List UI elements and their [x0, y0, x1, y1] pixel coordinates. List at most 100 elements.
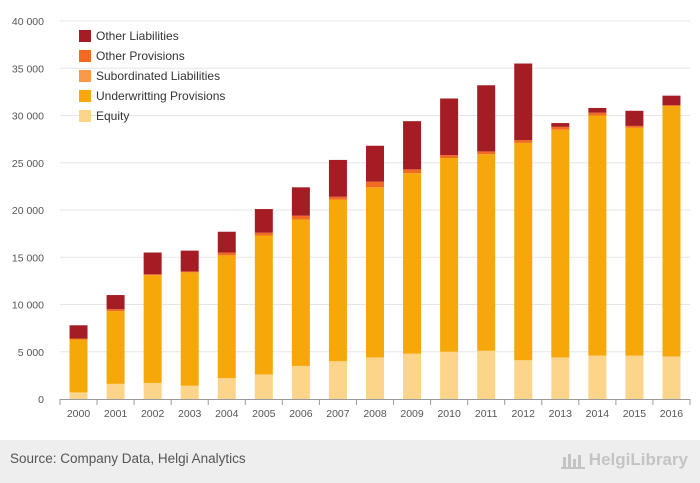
- bar-segment[interactable]: [477, 85, 496, 152]
- y-tick-label: 25 000: [12, 158, 44, 170]
- bar-segment[interactable]: [143, 275, 162, 383]
- source-note: Source: Company Data, Helgi Analytics: [10, 451, 246, 466]
- bar-segment[interactable]: [106, 383, 125, 399]
- bar-segment[interactable]: [254, 209, 273, 233]
- x-tick-label: 2016: [660, 408, 684, 420]
- bar-segment[interactable]: [143, 274, 162, 276]
- bar-segment[interactable]: [106, 309, 125, 312]
- bar-segment[interactable]: [625, 125, 644, 128]
- bar-segment[interactable]: [69, 339, 88, 393]
- bar-segment[interactable]: [180, 272, 199, 386]
- bar-segment[interactable]: [625, 127, 644, 356]
- bar-segment[interactable]: [551, 129, 570, 358]
- footer: Source: Company Data, Helgi Analytics He…: [0, 440, 700, 483]
- bar-segment[interactable]: [662, 106, 681, 357]
- bar-segment[interactable]: [366, 357, 384, 399]
- bar-segment[interactable]: [291, 365, 310, 399]
- x-tick-label: 2012: [512, 408, 536, 420]
- bar-segment[interactable]: [180, 250, 199, 272]
- bar-segment[interactable]: [588, 355, 607, 399]
- legend-item[interactable]: Equity: [79, 109, 129, 123]
- legend-swatch: [79, 110, 91, 122]
- x-tick-label: 2004: [215, 408, 239, 420]
- legend-label: Other Liabilities: [96, 29, 179, 43]
- bar-segment[interactable]: [477, 151, 496, 155]
- legend-item[interactable]: Subordinated Liabilities: [79, 69, 220, 83]
- bar-segment[interactable]: [143, 252, 162, 275]
- bar-segment[interactable]: [106, 295, 125, 310]
- bar-segment[interactable]: [662, 356, 681, 399]
- legend-item[interactable]: Underwritting Provisions: [79, 89, 225, 103]
- legend-label: Equity: [96, 109, 129, 123]
- bar-segment[interactable]: [328, 361, 347, 399]
- bar-segment[interactable]: [403, 173, 422, 354]
- bar-segment[interactable]: [625, 355, 644, 399]
- bar-segment[interactable]: [291, 219, 310, 366]
- x-tick-label: 2014: [586, 408, 610, 420]
- bar-segment[interactable]: [403, 121, 422, 170]
- legend-swatch: [79, 90, 91, 102]
- bar-segment[interactable]: [403, 353, 422, 399]
- y-tick-label: 40 000: [12, 16, 44, 28]
- brand-logo[interactable]: HelgiLibrary: [560, 450, 688, 470]
- bar-segment[interactable]: [217, 255, 236, 379]
- bar-segment[interactable]: [366, 145, 384, 182]
- bar-segment[interactable]: [328, 159, 347, 197]
- legend-item[interactable]: Other Provisions: [79, 49, 185, 63]
- bar-segment[interactable]: [254, 235, 273, 375]
- x-tick-label: 2006: [289, 408, 313, 420]
- bar-segment[interactable]: [514, 360, 533, 399]
- bar-segment[interactable]: [551, 126, 570, 130]
- bar-segment[interactable]: [291, 215, 310, 220]
- y-tick-label: 35 000: [12, 63, 44, 75]
- bar-segment[interactable]: [291, 187, 310, 216]
- bar-segment[interactable]: [217, 252, 236, 256]
- bar-segment[interactable]: [69, 325, 88, 339]
- bar-segment[interactable]: [440, 98, 459, 156]
- bar-segment[interactable]: [403, 169, 422, 174]
- x-tick-label: 2015: [623, 408, 647, 420]
- bar-segment[interactable]: [662, 105, 681, 107]
- bar-segment[interactable]: [328, 196, 347, 200]
- bar-segment[interactable]: [551, 123, 570, 127]
- bar-segment[interactable]: [254, 232, 273, 236]
- x-tick-label: 2005: [252, 408, 276, 420]
- bar-segment[interactable]: [254, 374, 273, 399]
- bar-segment[interactable]: [106, 311, 125, 384]
- bar-segment[interactable]: [440, 158, 459, 352]
- bar-segment[interactable]: [328, 199, 347, 362]
- bar-segment[interactable]: [366, 187, 384, 358]
- bar-segment[interactable]: [588, 107, 607, 113]
- x-tick-label: 2008: [363, 408, 387, 420]
- bar-segment[interactable]: [440, 155, 459, 159]
- bar-segment[interactable]: [514, 63, 533, 141]
- bar-segment[interactable]: [514, 140, 533, 143]
- bar-segment[interactable]: [69, 338, 88, 340]
- library-icon: [560, 454, 585, 469]
- y-axis: 0 5 000 10 000 15 000 20 000 25 000 30 000 35 0…: [12, 16, 44, 406]
- bar-segment[interactable]: [551, 357, 570, 399]
- x-axis: 2000 2001 2002 2003 2004 2005 2006 2007 2008 2009…: [59, 399, 691, 420]
- bar-segment[interactable]: [662, 95, 681, 106]
- legend-label: Underwritting Provisions: [96, 89, 225, 103]
- x-tick-label: 2000: [67, 408, 91, 420]
- x-tick-label: 2010: [437, 408, 461, 420]
- bar-segment[interactable]: [366, 181, 384, 188]
- bar-segment[interactable]: [588, 115, 607, 356]
- bar-segment[interactable]: [69, 392, 88, 399]
- x-tick-label: 2007: [326, 408, 350, 420]
- bar-segment[interactable]: [217, 378, 236, 399]
- bar-segment[interactable]: [180, 271, 199, 273]
- bar-segment[interactable]: [440, 351, 459, 399]
- x-tick-label: 2003: [178, 408, 202, 420]
- bar-segment[interactable]: [217, 231, 236, 253]
- bar-segment[interactable]: [180, 385, 199, 399]
- bar-segment[interactable]: [477, 350, 496, 399]
- bar-segment[interactable]: [588, 112, 607, 116]
- bar-segment[interactable]: [143, 382, 162, 399]
- bar-segment[interactable]: [514, 142, 533, 361]
- legend-item[interactable]: Other Liabilities: [79, 29, 179, 43]
- y-tick-label: 10 000: [12, 300, 44, 312]
- bar-segment[interactable]: [625, 110, 644, 126]
- bar-segment[interactable]: [477, 154, 496, 351]
